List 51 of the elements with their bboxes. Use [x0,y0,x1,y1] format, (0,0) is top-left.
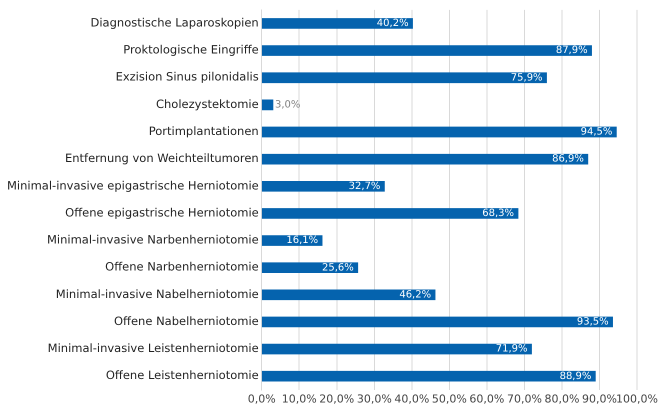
y-tick-label: Offene epigastrische Herniotomie [65,205,259,220]
y-tick-label: Portimplantationen [148,124,259,138]
x-tick-label: 10,0% [282,392,317,406]
y-tick-label: Minimal-invasive Nabelherniotomie [56,286,259,301]
data-label: 88,9% [560,370,592,382]
x-tick-label: 50,0% [432,392,467,406]
x-tick-label: 90,0% [582,392,617,406]
data-label: 94,5% [580,126,612,138]
y-tick-label: Entfernung von Weichteiltumoren [64,151,259,166]
x-tick-label: 80,0% [544,392,580,406]
x-tick-label: 70,0% [506,392,542,406]
x-tick-label: 100,0% [616,392,658,406]
data-label: 93,5% [576,316,609,328]
bar [262,100,274,110]
data-label: 16,1% [286,235,318,246]
y-tick-label: Exzision Sinus pilonidalis [116,70,259,84]
y-tick-label: Minimal-invasive epigastrische Herniotomie [6,178,259,192]
bar [262,370,596,382]
x-tick-label: 60,0% [469,392,504,406]
bar [262,126,617,138]
bar [262,72,547,84]
data-label: 32,7% [348,180,380,192]
data-label: 46,2% [399,289,432,300]
data-label: 68,3% [482,208,514,220]
data-label: 40,2% [376,18,409,30]
y-tick-label: Cholezystektomie [156,96,259,111]
data-label: 86,9% [552,154,584,165]
bar [262,18,413,29]
x-tick-label: 0,0% [248,392,276,406]
data-label: 75,9% [510,72,543,84]
bar [262,208,518,219]
bar [262,316,613,328]
y-tick-label: Proktologische Eingriffe [123,42,259,57]
bar [262,154,588,164]
data-label: 71,9% [496,344,528,355]
bar [262,344,532,354]
bar [262,180,385,192]
y-tick-label: Offene Nabelherniotomie [114,314,259,328]
y-tick-label: Minimal-invasive Narbenherniotomie [46,232,259,247]
bar [262,45,592,56]
data-label: 87,9% [556,45,588,56]
y-tick-label: Offene Narbenherniotomie [105,260,259,274]
y-tick-label: Diagnostische Laparoskopien [90,15,259,30]
bar [262,289,436,300]
x-tick-label: 40,0% [394,392,430,406]
x-tick-label: 30,0% [356,392,392,406]
y-tick-label: Offene Leistenherniotomie [106,368,259,382]
y-tick-label: Minimal-invasive Leistenherniotomie [48,341,259,356]
x-tick-label: 20,0% [319,392,354,406]
data-label: 25,6% [322,262,354,274]
data-label: 3,0% [274,99,300,110]
